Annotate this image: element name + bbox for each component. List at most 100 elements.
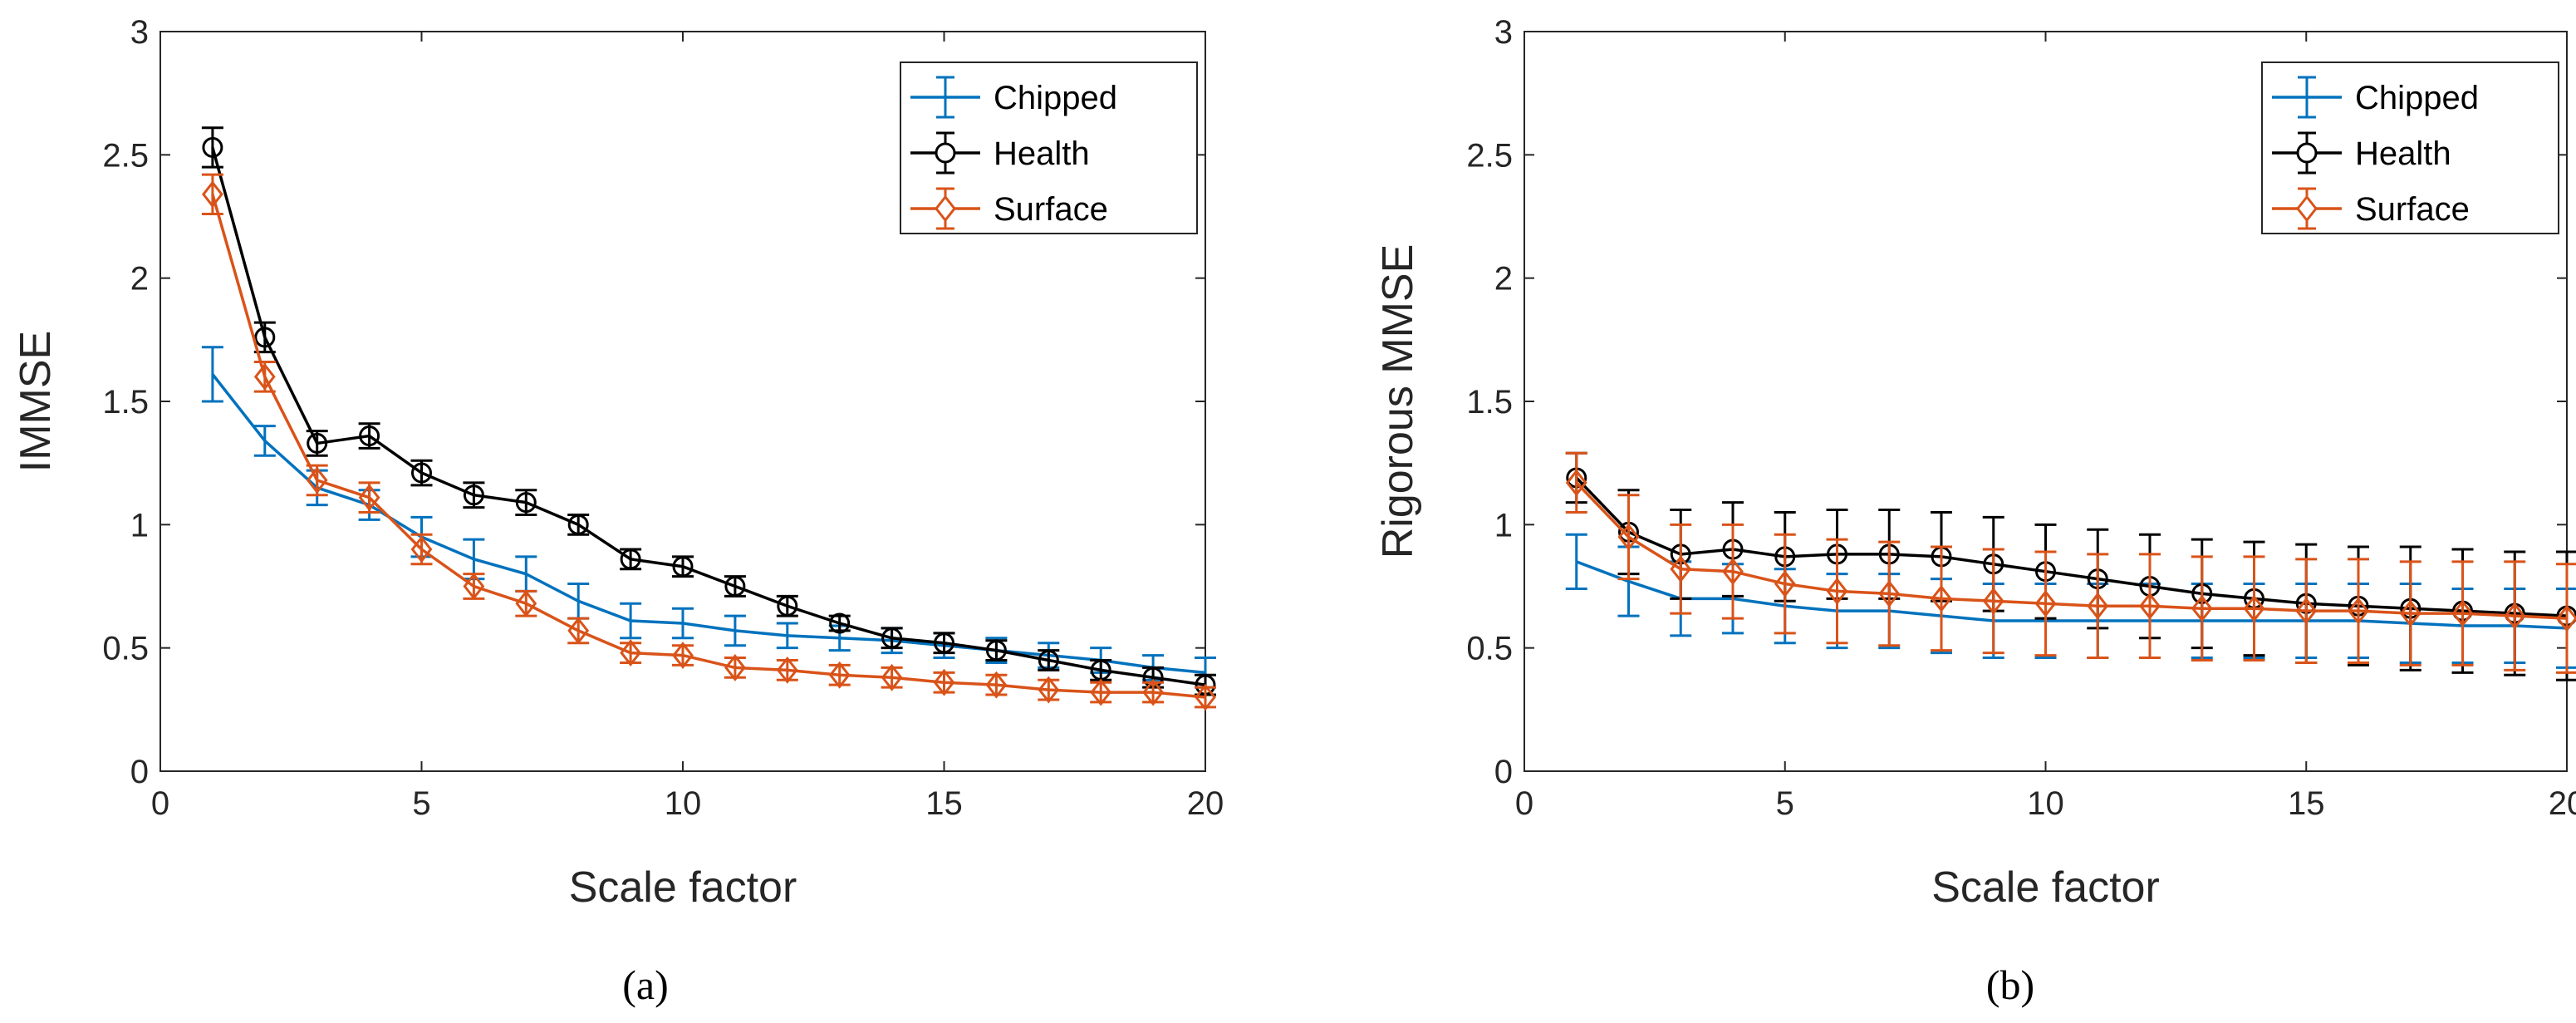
data-point xyxy=(933,668,955,696)
data-point xyxy=(2139,592,2161,620)
y-axis-label: IMMSE xyxy=(12,331,60,472)
data-point xyxy=(1826,578,1848,605)
legend-marker xyxy=(935,194,956,223)
x-tick-label: 10 xyxy=(665,785,702,822)
legend: Chipped Health Surface xyxy=(900,61,1198,234)
data-point xyxy=(934,632,954,654)
data-point xyxy=(515,492,537,514)
legend-label-chipped: Chipped xyxy=(994,80,1117,116)
y-tick-label: 0.5 xyxy=(102,631,149,667)
data-point xyxy=(724,576,746,597)
y-tick-label: 1 xyxy=(1494,507,1513,543)
legend-label-surface: Surface xyxy=(994,191,1108,228)
data-point xyxy=(1090,678,1112,706)
data-point xyxy=(881,663,903,691)
data-point xyxy=(777,595,798,617)
legend-label-health: Health xyxy=(994,135,1090,172)
data-point xyxy=(201,180,223,209)
y-tick-label: 2 xyxy=(1494,261,1513,298)
x-axis-label: Scale factor xyxy=(1931,863,2160,912)
data-point xyxy=(358,484,380,512)
data-point xyxy=(567,617,590,645)
data-point xyxy=(1670,555,1692,583)
y-axis-label: Rigorous MMSE xyxy=(1374,244,1422,559)
data-point xyxy=(1774,570,1796,598)
data-point xyxy=(1565,469,1587,497)
legend-marker xyxy=(2296,142,2318,164)
data-point xyxy=(2556,604,2576,632)
legend: Chipped Health Surface xyxy=(2261,61,2559,234)
data-point xyxy=(2191,594,2213,622)
x-tick-label: 0 xyxy=(151,785,169,822)
y-tick-label: 3 xyxy=(130,14,149,51)
data-point xyxy=(2087,592,2109,620)
x-tick-label: 20 xyxy=(1187,785,1224,822)
legend-marker xyxy=(2296,194,2318,223)
data-point xyxy=(463,573,485,600)
panel-a: 0 5 10 15 20 0 0.5 1 1.5 2 2.5 3 Scale factor IMMSE (a… xyxy=(12,14,1224,1008)
data-point xyxy=(829,612,851,634)
data-point xyxy=(2295,597,2318,625)
data-point xyxy=(2399,599,2421,627)
y-tick-label: 1.5 xyxy=(1466,384,1513,421)
data-point xyxy=(985,671,1008,699)
y-tick-label: 3 xyxy=(1494,14,1513,51)
data-point xyxy=(2243,594,2265,622)
data-point xyxy=(620,548,641,570)
data-point xyxy=(985,640,1007,662)
x-tick-label: 5 xyxy=(1776,785,1794,822)
series-line xyxy=(1576,560,2568,630)
series-surface xyxy=(1565,451,2576,674)
y-tick-label: 0 xyxy=(130,754,149,790)
y-tick-label: 1.5 xyxy=(102,384,149,421)
data-point xyxy=(1617,523,1640,551)
series-surface xyxy=(201,173,1216,711)
data-point xyxy=(2034,589,2057,617)
x-tick-label: 15 xyxy=(2288,785,2325,822)
x-tick-label: 20 xyxy=(2549,785,2576,822)
data-point xyxy=(1878,579,1901,607)
legend-marker xyxy=(935,142,956,164)
x-tick-label: 5 xyxy=(412,785,430,822)
y-tick-label: 1 xyxy=(130,507,149,543)
data-point xyxy=(2348,597,2369,625)
data-point xyxy=(515,589,537,617)
data-point xyxy=(202,136,223,158)
x-tick-label: 15 xyxy=(925,785,963,822)
data-point xyxy=(1722,558,1744,586)
y-tick-label: 2.5 xyxy=(1466,137,1513,174)
y-tick-label: 0 xyxy=(1494,754,1513,790)
data-point xyxy=(672,556,694,578)
data-point xyxy=(1038,650,1059,671)
data-point xyxy=(410,535,433,563)
x-tick-label: 0 xyxy=(1515,785,1533,822)
data-point xyxy=(1195,683,1216,711)
panel-caption: (a) xyxy=(622,962,669,1008)
data-point xyxy=(463,484,484,506)
y-tick-label: 2 xyxy=(130,261,149,298)
panel-b: 0 5 10 15 20 0 0.5 1 1.5 2 2.5 3 Scale factor Rigorou… xyxy=(1374,14,2576,1008)
data-point xyxy=(828,661,851,689)
data-point xyxy=(253,362,276,391)
data-point xyxy=(254,327,276,348)
data-point xyxy=(620,639,642,667)
data-point xyxy=(1038,676,1060,704)
data-point xyxy=(881,627,903,649)
data-point xyxy=(776,656,798,684)
y-tick-label: 0.5 xyxy=(1466,631,1513,667)
data-point xyxy=(1931,584,1952,612)
x-axis-label: Scale factor xyxy=(569,863,797,912)
series-line xyxy=(211,373,1206,675)
panel-caption: (b) xyxy=(1986,962,2034,1008)
data-point xyxy=(724,653,746,681)
data-point xyxy=(567,514,589,535)
data-point xyxy=(306,466,328,494)
data-point xyxy=(307,432,328,454)
y-tick-label: 2.5 xyxy=(102,137,149,174)
series-health xyxy=(201,126,1216,696)
legend-label-chipped: Chipped xyxy=(2355,80,2479,116)
data-point xyxy=(2451,599,2474,627)
data-point xyxy=(672,642,694,669)
legend-label-surface: Surface xyxy=(2355,191,2470,228)
